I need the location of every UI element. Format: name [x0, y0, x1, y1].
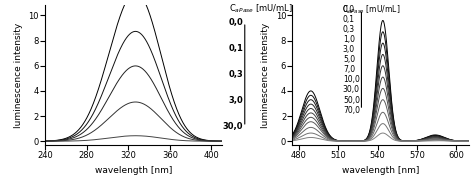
Text: 1,0: 1,0: [343, 35, 355, 44]
X-axis label: wavelength [nm]: wavelength [nm]: [342, 166, 419, 175]
Text: 30,0: 30,0: [222, 122, 243, 131]
Text: 0,3: 0,3: [228, 70, 243, 79]
Text: C$_{aPase}$ [mU/mL]: C$_{aPase}$ [mU/mL]: [229, 3, 293, 15]
Text: 50,0: 50,0: [343, 96, 360, 105]
Text: 0,0: 0,0: [228, 18, 243, 27]
Text: 5,0: 5,0: [343, 55, 355, 64]
X-axis label: wavelength [nm]: wavelength [nm]: [95, 166, 172, 175]
Text: 70,0: 70,0: [343, 106, 360, 115]
Text: 0,1: 0,1: [343, 15, 355, 24]
Y-axis label: luminescence intensity: luminescence intensity: [261, 23, 270, 128]
Text: 0,3: 0,3: [343, 25, 355, 34]
Text: 0,0: 0,0: [343, 5, 355, 14]
Y-axis label: luminescence intensity: luminescence intensity: [14, 23, 23, 128]
Text: C$_{aPase}$ [mU/mL]: C$_{aPase}$ [mU/mL]: [342, 4, 401, 16]
Text: 3,0: 3,0: [343, 45, 355, 54]
Text: 10,0: 10,0: [343, 75, 360, 84]
Text: 3,0: 3,0: [228, 96, 243, 105]
Text: 30,0: 30,0: [343, 86, 360, 95]
Text: 7,0: 7,0: [343, 65, 355, 74]
Text: 0,1: 0,1: [228, 44, 243, 53]
